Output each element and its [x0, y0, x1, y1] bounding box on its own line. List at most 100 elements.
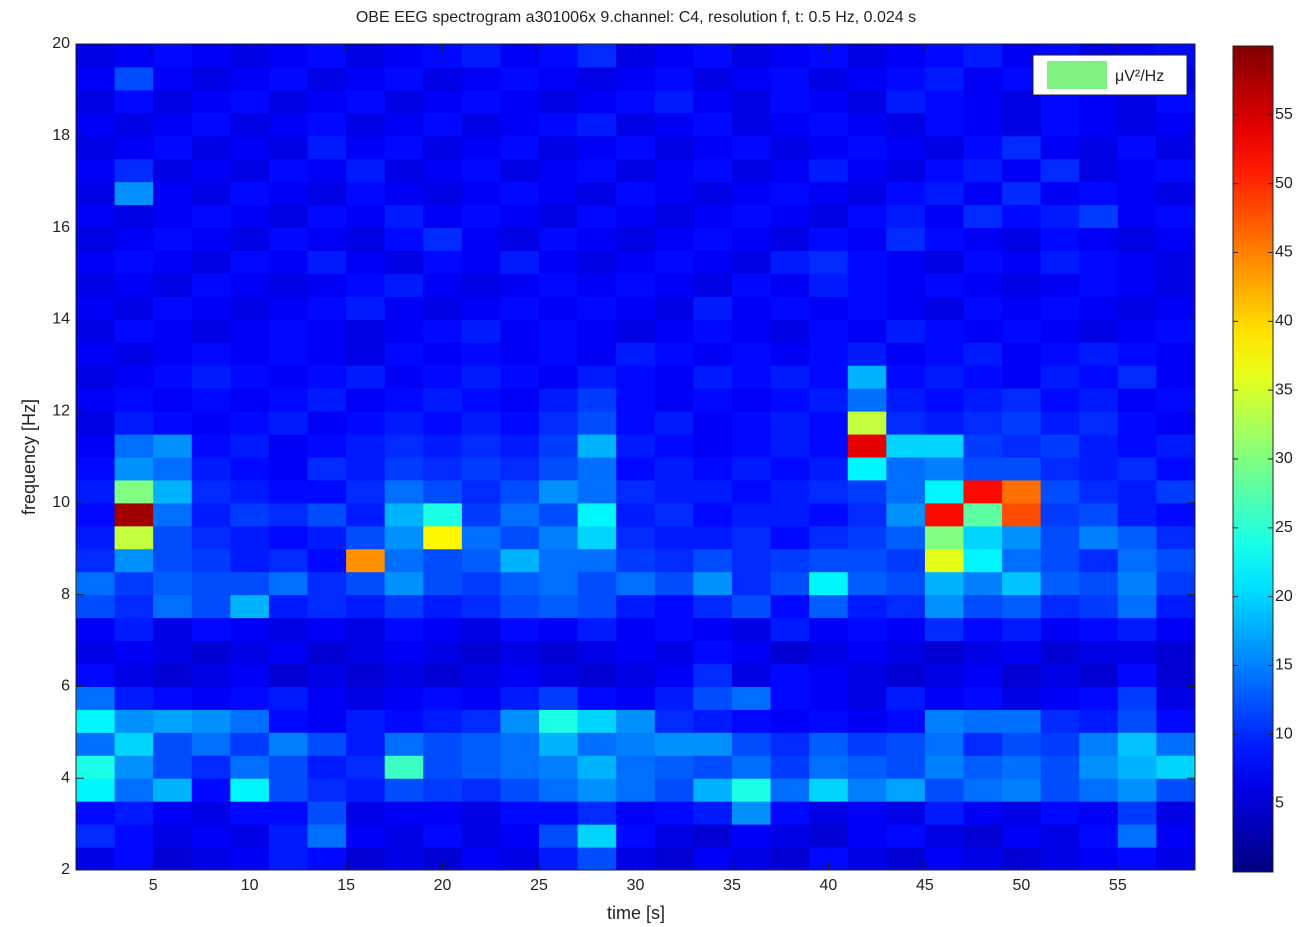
- heatmap-cell: [1156, 824, 1196, 848]
- heatmap-cell: [384, 342, 424, 366]
- heatmap-cell: [693, 135, 733, 160]
- heatmap-cell: [191, 250, 231, 274]
- heatmap-cell: [963, 319, 1003, 343]
- heatmap-cell: [76, 319, 116, 343]
- heatmap-cell: [114, 594, 154, 619]
- heatmap-cell: [346, 732, 386, 756]
- heatmap-cell: [539, 686, 579, 710]
- heatmap-cell: [346, 296, 386, 320]
- heatmap-cell: [346, 44, 386, 68]
- heatmap-cell: [153, 686, 193, 710]
- heatmap-cell: [423, 250, 463, 274]
- heatmap-cell: [1156, 89, 1196, 114]
- heatmap-cell: [539, 342, 579, 366]
- heatmap-cell: [346, 204, 386, 229]
- heatmap-cell: [654, 502, 694, 527]
- heatmap-cell: [731, 411, 772, 435]
- heatmap-cell: [268, 640, 309, 664]
- heatmap-cell: [346, 847, 386, 871]
- heatmap-cell: [307, 204, 347, 229]
- colorbar-tick-label: 30: [1275, 450, 1293, 467]
- heatmap-cell: [500, 342, 540, 366]
- heatmap-cell: [307, 709, 347, 733]
- heatmap-cell: [886, 502, 926, 527]
- heatmap-cell: [76, 89, 116, 114]
- heatmap-cell: [539, 158, 579, 183]
- heatmap-cell: [230, 732, 270, 756]
- heatmap-cell: [539, 640, 579, 664]
- heatmap-cell: [346, 388, 386, 412]
- heatmap-cell: [924, 732, 964, 756]
- heatmap-cell: [847, 548, 887, 573]
- heatmap-cell: [693, 847, 733, 871]
- heatmap-cell: [1117, 273, 1157, 297]
- heatmap-cell: [1002, 571, 1042, 596]
- heatmap-cell: [847, 158, 887, 183]
- heatmap-cell: [230, 640, 270, 664]
- heatmap-cell: [191, 89, 231, 114]
- heatmap-cell: [886, 663, 926, 687]
- heatmap-cell: [461, 502, 501, 527]
- heatmap-cell: [1002, 434, 1042, 458]
- heatmap-cell: [1040, 755, 1080, 779]
- heatmap-cell: [307, 112, 347, 137]
- heatmap-cell: [268, 388, 309, 412]
- heatmap-cell: [153, 525, 193, 550]
- heatmap-cell: [384, 617, 424, 642]
- heatmap-cell: [114, 525, 154, 550]
- heatmap-cell: [500, 640, 540, 664]
- heatmap-cell: [191, 365, 231, 389]
- heatmap-cell: [268, 296, 309, 320]
- heatmap-cell: [114, 66, 154, 91]
- heatmap-cell: [1156, 594, 1196, 619]
- heatmap-cell: [1079, 801, 1119, 825]
- heatmap-cell: [346, 525, 386, 550]
- heatmap-cell: [423, 181, 463, 206]
- heatmap-cell: [809, 89, 849, 114]
- heatmap-cell: [731, 594, 772, 619]
- heatmap-cell: [384, 824, 424, 848]
- heatmap-cell: [577, 112, 617, 137]
- heatmap-cell: [577, 181, 617, 206]
- heatmap-cell: [539, 548, 579, 573]
- heatmap-cell: [924, 755, 964, 779]
- heatmap-cell: [616, 365, 656, 389]
- heatmap-cell: [1002, 181, 1042, 206]
- heatmap-cell: [770, 801, 810, 825]
- heatmap-cell: [346, 571, 386, 596]
- colorbar-tick-label: 5: [1275, 794, 1284, 811]
- x-tick-label: 25: [530, 877, 548, 894]
- heatmap-cell: [1117, 525, 1157, 550]
- heatmap-cell: [1002, 640, 1042, 664]
- heatmap-cell: [963, 824, 1003, 848]
- heatmap-cell: [114, 112, 154, 137]
- heatmap-cell: [1040, 388, 1080, 412]
- heatmap-cell: [461, 479, 501, 504]
- heatmap-cell: [1079, 319, 1119, 343]
- heatmap-cell: [847, 571, 887, 596]
- heatmap-cell: [500, 66, 540, 91]
- heatmap-cell: [1040, 709, 1080, 733]
- heatmap-cell: [153, 434, 193, 458]
- heatmap-cell: [616, 824, 656, 848]
- heatmap-cell: [654, 365, 694, 389]
- heatmap-cell: [924, 778, 964, 802]
- heatmap-cell: [500, 204, 540, 229]
- heatmap-cell: [770, 663, 810, 687]
- heatmap-cell: [76, 571, 116, 596]
- heatmap-cell: [461, 640, 501, 664]
- heatmap-cell: [1002, 617, 1042, 642]
- heatmap-cell: [230, 617, 270, 642]
- heatmap-cell: [886, 801, 926, 825]
- heatmap-cell: [307, 755, 347, 779]
- heatmap-cell: [731, 571, 772, 596]
- heatmap-cell: [654, 571, 694, 596]
- heatmap-cell: [1117, 227, 1157, 251]
- heatmap-cell: [963, 296, 1003, 320]
- heatmap-cell: [770, 135, 810, 160]
- heatmap-cell: [539, 732, 579, 756]
- heatmap-cell: [809, 112, 849, 137]
- heatmap-cell: [654, 617, 694, 642]
- heatmap-cell: [500, 663, 540, 687]
- heatmap-cell: [616, 479, 656, 504]
